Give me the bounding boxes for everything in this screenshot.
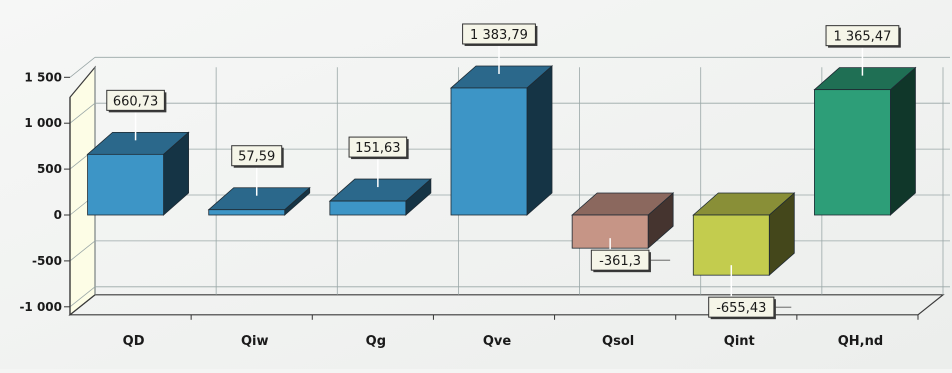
- value-label-box: [590, 249, 650, 271]
- y-tick-label: 0: [54, 208, 62, 222]
- bar-qve: [449, 65, 554, 216]
- bar-front: [87, 153, 164, 216]
- value-label-box: [106, 89, 165, 111]
- bar-qiw: [207, 186, 311, 216]
- category-label: Qg: [366, 334, 386, 349]
- category-label: Qiw: [241, 334, 269, 349]
- y-tick-label: -1 000: [19, 300, 62, 314]
- bar-front: [450, 87, 528, 216]
- y-tick-label: 500: [37, 162, 62, 176]
- y-tick-label: -500: [32, 254, 62, 268]
- value-label-box: [348, 136, 408, 158]
- value-label-box: [708, 296, 775, 318]
- bar-front: [692, 214, 770, 276]
- value-label: 1 383,79: [470, 28, 528, 43]
- gridline-side: [69, 56, 96, 78]
- value-label: 1 365,47: [833, 30, 891, 45]
- category-label: Qve: [483, 334, 512, 349]
- bar-front: [814, 89, 891, 216]
- category-label: QD: [123, 334, 145, 349]
- value-label: 660,73: [113, 94, 159, 109]
- category-label: QH,nd: [838, 334, 883, 349]
- value-label: -361,3: [599, 254, 641, 269]
- category-label: Qsol: [602, 334, 634, 349]
- bar-qh-nd: [813, 66, 917, 216]
- value-label: 57,59: [238, 150, 275, 165]
- value-label-box: [825, 25, 900, 47]
- y-tick-label: 1 000: [24, 116, 62, 130]
- bar-qsol: [571, 192, 675, 250]
- value-label-box: [462, 23, 536, 45]
- bar-qd: [86, 131, 190, 216]
- bar-front: [208, 209, 286, 216]
- gridline-side: [69, 102, 96, 124]
- gridline-side: [69, 286, 96, 308]
- value-label: 151,63: [355, 141, 401, 156]
- y-tick-label: 1 500: [24, 70, 62, 84]
- bar-side: [890, 66, 916, 216]
- bar-qint: [692, 192, 796, 277]
- gridline-side: [69, 240, 96, 262]
- bar-front: [329, 200, 407, 216]
- value-label: -655,43: [716, 301, 766, 316]
- bar-side: [526, 65, 553, 216]
- category-label: Qint: [724, 334, 755, 349]
- value-label-box: [231, 145, 283, 167]
- bar-qg: [328, 178, 432, 216]
